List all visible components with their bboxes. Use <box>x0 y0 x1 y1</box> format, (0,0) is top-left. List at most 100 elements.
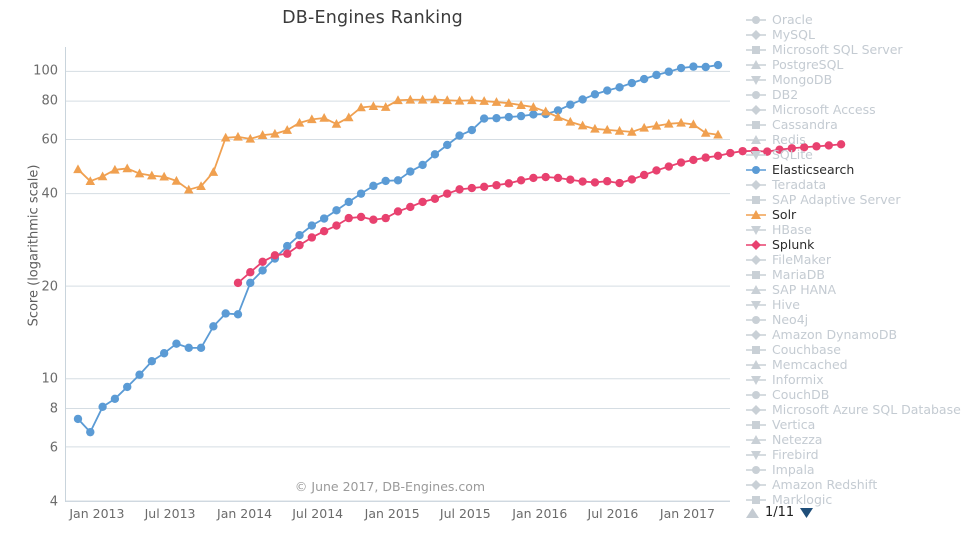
data-point <box>221 309 230 318</box>
legend-item-marklogic[interactable]: Marklogic <box>745 492 963 507</box>
legend-item-label: Hive <box>772 297 800 312</box>
data-point <box>726 148 735 158</box>
data-point <box>503 98 514 107</box>
legend-item-firebird[interactable]: Firebird <box>745 447 963 462</box>
legend-item-filemaker[interactable]: FileMaker <box>745 252 963 267</box>
legend-item-label: Informix <box>772 372 824 387</box>
legend-item-redis[interactable]: Redis <box>745 132 963 147</box>
data-point <box>639 170 649 180</box>
legend-item-label: MariaDB <box>772 267 825 282</box>
legend-item-db2[interactable]: DB2 <box>745 87 963 102</box>
legend-item-microsoft-azure-sql-database[interactable]: Microsoft Azure SQL Database <box>745 402 963 417</box>
legend-item-vertica[interactable]: Vertica <box>745 417 963 432</box>
legend-item-teradata[interactable]: Teradata <box>745 177 963 192</box>
legend-item-amazon-dynamodb[interactable]: Amazon DynamoDB <box>745 327 963 342</box>
legend-item-label: FileMaker <box>772 252 831 267</box>
legend-marker-icon <box>745 104 767 116</box>
data-point <box>590 123 600 133</box>
legend-marker-icon <box>745 464 767 476</box>
legend-item-postgresql[interactable]: PostgreSQL <box>745 57 963 72</box>
legend-page-down-button[interactable] <box>799 506 814 520</box>
legend-item-impala[interactable]: Impala <box>745 462 963 477</box>
legend-item-label: Vertica <box>772 417 816 432</box>
series-splunk <box>233 140 846 288</box>
legend-item-informix[interactable]: Informix <box>745 372 963 387</box>
legend-marker-icon <box>745 254 767 266</box>
legend-item-solr[interactable]: Solr <box>745 207 963 222</box>
legend-item-sqlite[interactable]: SQLite <box>745 147 963 162</box>
data-point <box>332 206 341 215</box>
legend-item-microsoft-access[interactable]: Microsoft Access <box>745 102 963 117</box>
data-point <box>516 111 526 121</box>
legend-item-oracle[interactable]: Oracle <box>745 12 963 27</box>
data-point <box>689 155 698 165</box>
legend-item-hbase[interactable]: HBase <box>745 222 963 237</box>
data-point <box>110 394 120 404</box>
legend-item-label: Solr <box>772 207 797 222</box>
data-point <box>603 177 612 186</box>
legend-item-netezza[interactable]: Netezza <box>745 432 963 447</box>
data-point <box>689 62 698 71</box>
y-tick-label: 10 <box>41 371 58 387</box>
data-point <box>836 140 846 149</box>
data-point <box>369 215 378 224</box>
data-point <box>270 128 280 138</box>
legend-item-mariadb[interactable]: MariaDB <box>745 267 963 282</box>
legend-item-label: Couchbase <box>772 342 841 357</box>
data-point <box>824 141 833 150</box>
legend-item-splunk[interactable]: Splunk <box>745 237 963 252</box>
data-point <box>418 160 427 170</box>
legend-item-elasticsearch[interactable]: Elasticsearch <box>745 162 963 177</box>
x-tick-label: Jan 2015 <box>364 506 420 521</box>
data-point <box>319 214 329 223</box>
data-point <box>553 112 563 121</box>
legend-item-label: MySQL <box>772 27 815 42</box>
data-point <box>553 173 563 183</box>
data-point <box>566 175 575 184</box>
legend-page-up-button[interactable] <box>745 506 760 520</box>
data-point <box>98 402 107 412</box>
legend-item-sap-adaptive-server[interactable]: SAP Adaptive Server <box>745 192 963 207</box>
legend-item-cassandra[interactable]: Cassandra <box>745 117 963 132</box>
legend-item-label: Marklogic <box>772 492 833 507</box>
legend-item-amazon-redshift[interactable]: Amazon Redshift <box>745 477 963 492</box>
legend-marker-icon <box>745 389 767 401</box>
x-tick-label: Jan 2017 <box>659 506 715 521</box>
legend-item-microsoft-sql-server[interactable]: Microsoft SQL Server <box>745 42 963 57</box>
data-point <box>220 132 231 142</box>
legend-marker-icon <box>745 284 767 296</box>
legend-item-mongodb[interactable]: MongoDB <box>745 72 963 87</box>
legend-item-label: Teradata <box>772 177 827 192</box>
data-point <box>406 202 415 212</box>
data-point <box>134 168 145 178</box>
legend-item-couchbase[interactable]: Couchbase <box>745 342 963 357</box>
legend-item-label: SQLite <box>772 147 813 162</box>
data-point <box>455 185 464 194</box>
data-point <box>282 125 293 134</box>
data-point <box>430 150 440 159</box>
x-tick-label: Jul 2013 <box>144 506 196 521</box>
legend-item-mysql[interactable]: MySQL <box>745 27 963 42</box>
data-point <box>652 166 661 175</box>
legend-item-couchdb[interactable]: CouchDB <box>745 387 963 402</box>
data-point <box>406 167 415 176</box>
y-tick-label: 8 <box>49 401 58 417</box>
data-point <box>602 124 613 134</box>
legend-item-sap-hana[interactable]: SAP HANA <box>745 282 963 297</box>
data-point <box>369 181 378 191</box>
data-point <box>676 158 686 167</box>
data-point <box>529 173 538 183</box>
legend-item-hive[interactable]: Hive <box>745 297 963 312</box>
data-point <box>183 184 194 194</box>
legend-item-memcached[interactable]: Memcached <box>745 357 963 372</box>
legend-item-neo4j[interactable]: Neo4j <box>745 312 963 327</box>
legend-item-label: SAP HANA <box>772 282 837 297</box>
x-tick-label: Jul 2015 <box>439 506 491 521</box>
data-point <box>270 251 280 260</box>
x-axis-ticks: Jan 2013 Jul 2013 Jan 2014 Jul 2014 Jan 2015… <box>65 504 730 532</box>
data-point <box>615 178 624 188</box>
legend-item-label: Microsoft SQL Server <box>772 42 903 57</box>
data-point <box>455 131 464 140</box>
legend[interactable]: Oracle MySQL Microsoft SQL Server Postgr… <box>745 12 963 512</box>
data-point <box>577 120 588 130</box>
